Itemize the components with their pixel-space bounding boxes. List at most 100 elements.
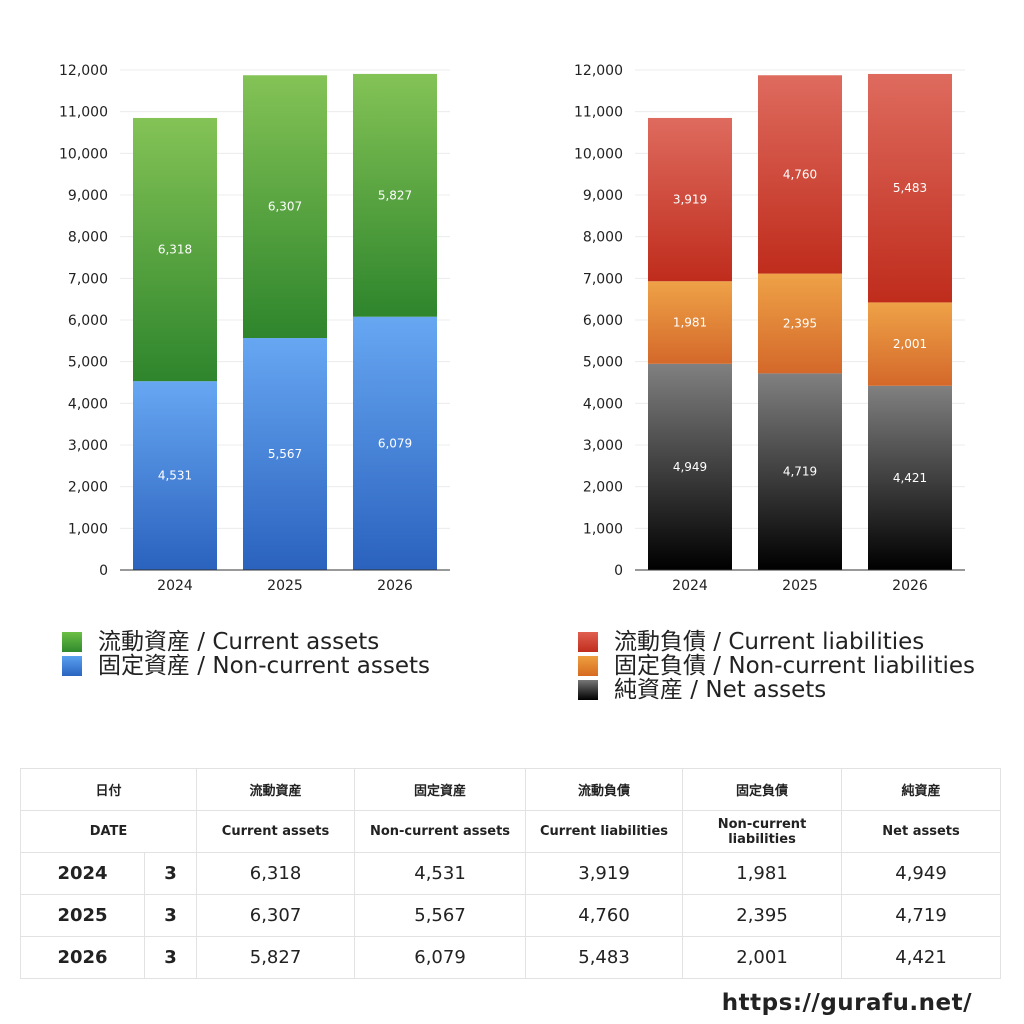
y-tick-label: 1,000 [583, 521, 623, 537]
bar-value-label: 4,421 [893, 471, 927, 485]
bar-value-label: 4,760 [783, 167, 817, 181]
header-cl-en: Current liabilities [525, 810, 684, 853]
bar-value-label: 4,949 [673, 460, 707, 474]
legend-item-net-assets: 純資産 / Net assets [578, 678, 975, 702]
cell-non-current-assets: 6,079 [354, 936, 527, 979]
cell-non-current-assets: 5,567 [354, 894, 527, 937]
liabilities-legend: 流動負債 / Current liabilities 固定負債 / Non-cu… [578, 630, 975, 702]
row-month: 3 [143, 852, 198, 895]
assets-chart: 0 1,000 2,000 3,000 4,000 5,000 6,000 7,000 8,00… [59, 63, 450, 594]
bar-non-current-assets [133, 381, 217, 570]
cell-non-current-assets: 4,531 [354, 852, 527, 895]
bar-value-label: 6,318 [158, 243, 192, 257]
legend-item-current-liabilities: 流動負債 / Current liabilities [578, 630, 975, 654]
bar-current-liabilities [758, 75, 842, 274]
x-tick-label: 2025 [782, 578, 818, 594]
legend-swatch-red [578, 632, 598, 652]
y-tick-label: 4,000 [68, 396, 108, 412]
y-tick-label: 6,000 [68, 313, 108, 329]
legend-swatch-green [62, 632, 82, 652]
y-tick-label: 9,000 [583, 188, 623, 204]
header-cl-ja: 流動負債 [525, 768, 684, 811]
y-tick-label: 8,000 [583, 230, 623, 246]
header-na-ja: 純資産 [841, 768, 1002, 811]
bar-current-liabilities [648, 117, 732, 282]
table-row: 2024 3 6,318 4,531 3,919 1,981 4,949 [20, 852, 1002, 895]
y-tick-label: 11,000 [59, 105, 108, 121]
legend-label: 固定負債 / Non-current liabilities [614, 653, 975, 679]
bar-value-label: 6,307 [268, 200, 302, 214]
y-tick-label: 10,000 [59, 146, 108, 162]
row-year: 2025 [20, 894, 145, 937]
table-header-en: DATE Current assets Non-current assets C… [19, 810, 1002, 853]
bar-value-label: 2,395 [783, 316, 817, 330]
x-tick-label: 2024 [157, 578, 193, 594]
bar-value-label: 4,531 [158, 469, 192, 483]
header-date-ja: 日付 [19, 768, 198, 811]
y-tick-label: 9,000 [68, 188, 108, 204]
bar-current-assets [353, 73, 437, 317]
bar-current-assets [243, 75, 327, 339]
bar-value-label: 5,483 [893, 181, 927, 195]
y-tick-label: 0 [614, 563, 623, 579]
table-row: 2025 3 6,307 5,567 4,760 2,395 4,719 [20, 894, 1002, 937]
header-date-en: DATE [19, 810, 198, 853]
bar-net-assets [648, 363, 732, 570]
cell-net-assets: 4,719 [841, 894, 1002, 937]
bar-current-assets [133, 117, 217, 382]
cell-net-assets: 4,949 [841, 852, 1002, 895]
table-header-ja: 日付 流動資産 固定資産 流動負債 固定負債 純資産 [19, 768, 1002, 811]
legend-item-non-current-liabilities: 固定負債 / Non-current liabilities [578, 654, 975, 678]
bar-value-label: 3,919 [673, 193, 707, 207]
cell-current-liabilities: 4,760 [525, 894, 684, 937]
bar-net-assets [868, 385, 952, 570]
y-tick-label: 0 [99, 563, 108, 579]
y-tick-label: 4,000 [583, 396, 623, 412]
y-tick-label: 2,000 [583, 480, 623, 496]
legend-swatch-blue [62, 656, 82, 676]
y-tick-label: 3,000 [583, 438, 623, 454]
row-year: 2024 [20, 852, 145, 895]
y-tick-label: 10,000 [574, 146, 623, 162]
y-tick-label: 1,000 [68, 521, 108, 537]
legend-swatch-black [578, 680, 598, 700]
bar-non-current-assets [243, 338, 327, 570]
y-tick-label: 7,000 [68, 271, 108, 287]
bar-non-current-liabilities [758, 273, 842, 374]
row-month: 3 [143, 894, 198, 937]
legend-swatch-orange [578, 656, 598, 676]
bar-non-current-liabilities [868, 302, 952, 386]
header-na-en: Net assets [841, 810, 1002, 853]
row-month: 3 [143, 936, 198, 979]
y-tick-label: 7,000 [583, 271, 623, 287]
cell-current-liabilities: 5,483 [525, 936, 684, 979]
header-ncl-en: Non-current liabilities [682, 810, 843, 853]
cell-non-current-liabilities: 2,395 [682, 894, 843, 937]
assets-legend: 流動資産 / Current assets 固定資産 / Non-current… [62, 630, 430, 678]
y-tick-label: 5,000 [68, 355, 108, 371]
liabilities-chart: 0 1,000 2,000 3,000 4,000 5,000 6,000 7,000 8,00… [574, 63, 965, 594]
bar-net-assets [758, 373, 842, 570]
cell-current-assets: 6,318 [196, 852, 356, 895]
bar-non-current-liabilities [648, 281, 732, 364]
y-tick-label: 11,000 [574, 105, 623, 121]
bar-current-liabilities [868, 73, 952, 303]
y-tick-label: 6,000 [583, 313, 623, 329]
y-tick-label: 12,000 [574, 63, 623, 79]
cell-current-liabilities: 3,919 [525, 852, 684, 895]
legend-item-current-assets: 流動資産 / Current assets [62, 630, 430, 654]
cell-net-assets: 4,421 [841, 936, 1002, 979]
bar-value-label: 5,567 [268, 447, 302, 461]
table-row: 2026 3 5,827 6,079 5,483 2,001 4,421 [20, 936, 1002, 979]
bar-value-label: 6,079 [378, 436, 412, 450]
bar-value-label: 1,981 [673, 316, 707, 330]
header-ca-en: Current assets [196, 810, 356, 853]
cell-non-current-liabilities: 2,001 [682, 936, 843, 979]
bar-value-label: 4,719 [783, 465, 817, 479]
y-tick-label: 2,000 [68, 480, 108, 496]
bar-value-label: 2,001 [893, 337, 927, 351]
y-tick-label: 8,000 [68, 230, 108, 246]
balance-sheet-table: 日付 流動資産 固定資産 流動負債 固定負債 純資産 DATE Current … [19, 768, 1002, 979]
site-url: https://gurafu.net/ [721, 990, 972, 1016]
x-tick-label: 2024 [672, 578, 708, 594]
